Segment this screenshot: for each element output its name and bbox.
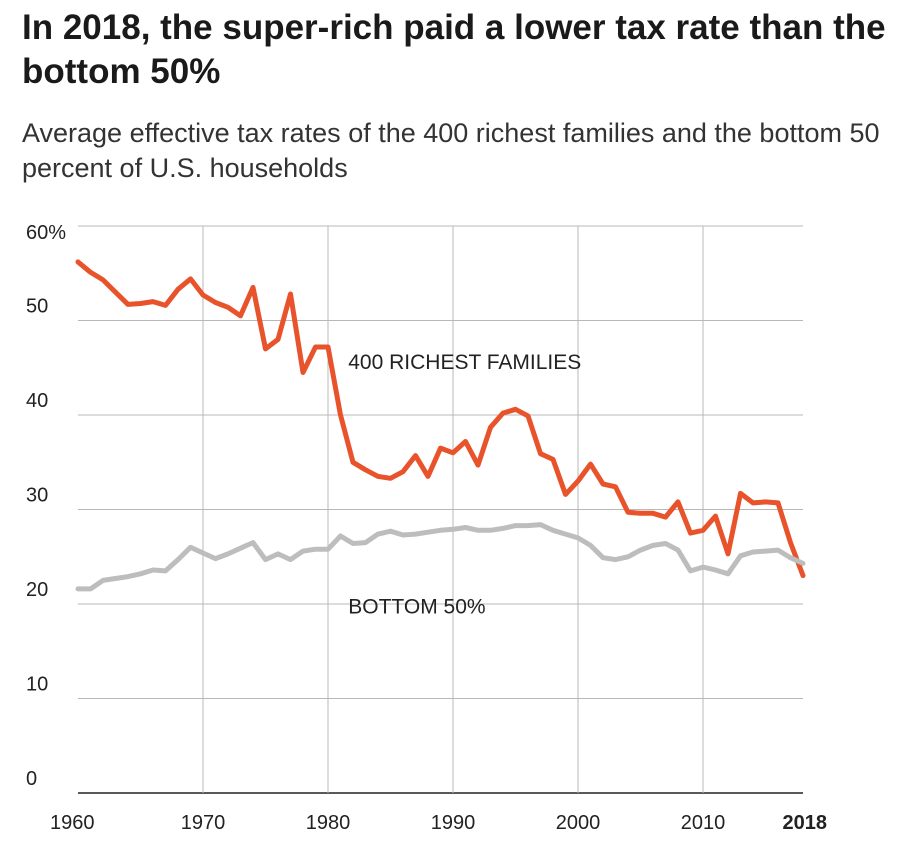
y-axis: 60% 50 40 30 20 10 0 [26, 222, 66, 790]
x-tick-label: 1960 [50, 812, 95, 834]
series-label-0: 400 RICHEST FAMILIES [348, 351, 581, 374]
y-tick-label: 60% [26, 222, 66, 244]
series-labels: 400 RICHEST FAMILIES BOTTOM 50% [348, 351, 581, 619]
y-tick-label: 10 [26, 674, 48, 696]
y-tick-label: 30 [26, 485, 48, 507]
x-tick-label: 2000 [556, 812, 601, 834]
series-lines [75, 259, 806, 592]
gridlines [78, 225, 803, 794]
x-axis: 1960 1970 1980 1990 2000 2010 2018 [50, 812, 827, 834]
x-tick-label: 2010 [681, 812, 726, 834]
y-tick-label: 50 [26, 296, 48, 318]
x-tick-label: 1980 [306, 812, 351, 834]
y-tick-label: 0 [26, 768, 37, 790]
series-label-1: BOTTOM 50% [348, 596, 485, 619]
chart-subtitle: Average effective tax rates of the 400 r… [22, 118, 880, 183]
y-tick-label: 20 [26, 579, 48, 601]
chart-title: In 2018, the super-rich paid a lower tax… [22, 8, 886, 91]
x-tick-label: 2018 [783, 812, 828, 834]
x-tick-label: 1970 [181, 812, 226, 834]
y-tick-label: 40 [26, 390, 48, 412]
x-tick-label: 1990 [431, 812, 476, 834]
